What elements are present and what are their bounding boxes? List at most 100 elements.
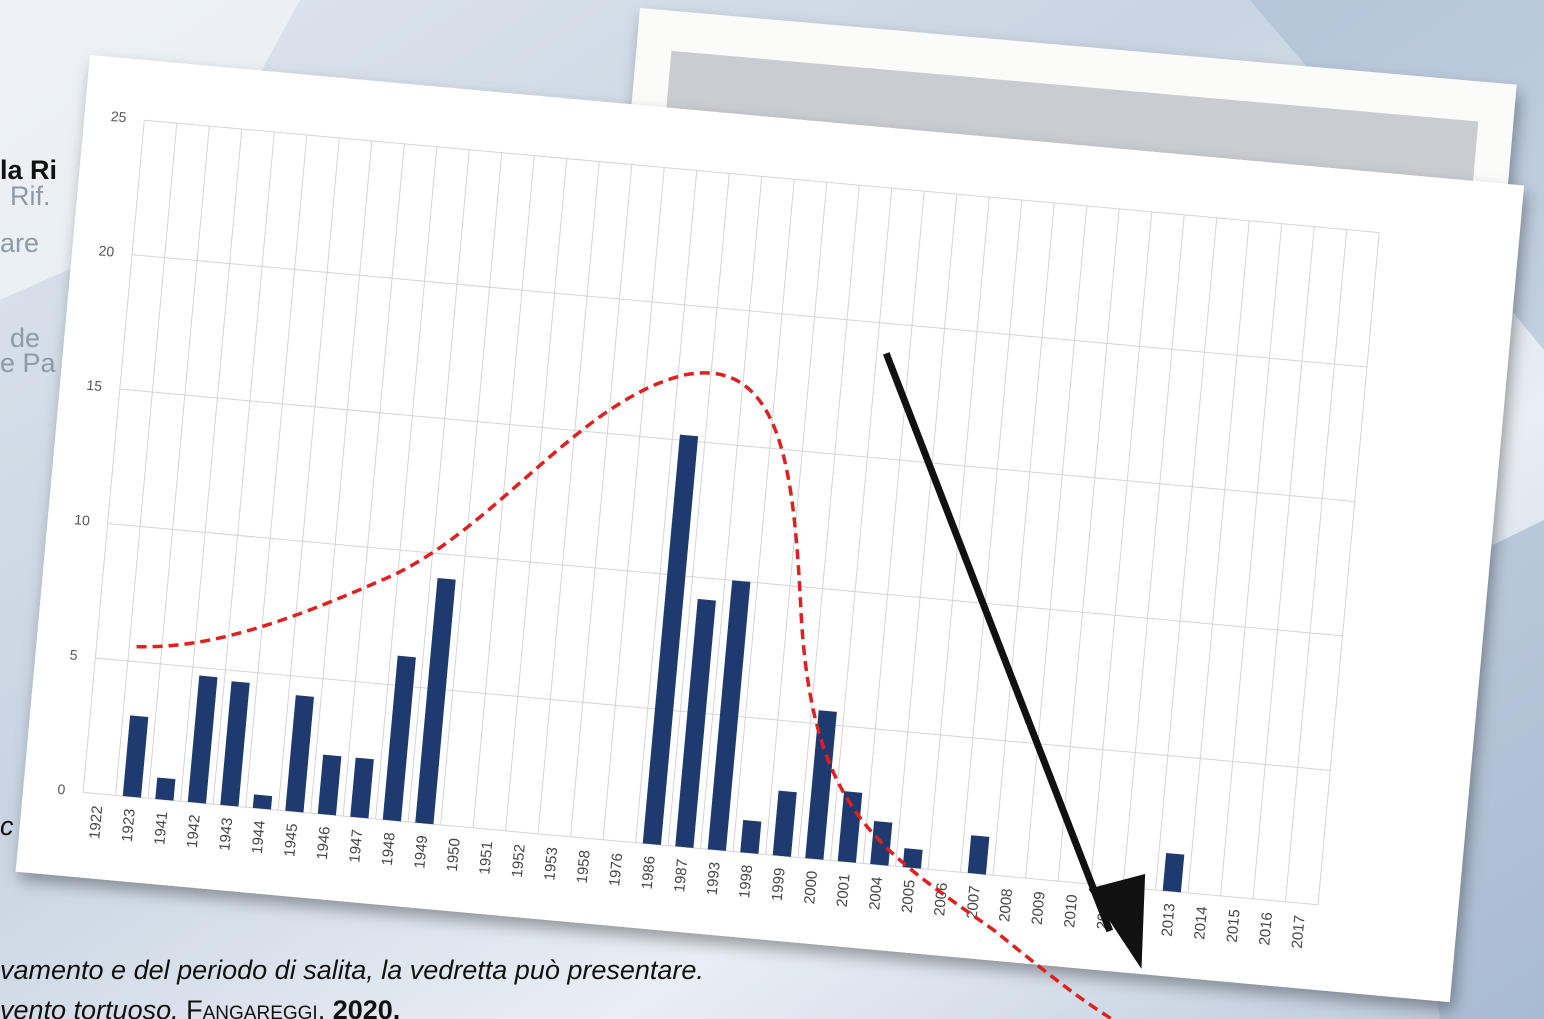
column-divider <box>245 134 308 808</box>
grid-line <box>144 119 1380 234</box>
column-divider <box>1187 220 1250 894</box>
x-tick-label: 2007 <box>964 885 984 920</box>
x-tick-label: 1958 <box>574 849 594 884</box>
column-divider <box>1317 232 1380 905</box>
footer-year: 2020. <box>333 995 401 1019</box>
bar <box>220 681 250 807</box>
x-tick-label: 1998 <box>736 864 756 899</box>
grid-line <box>132 254 1368 368</box>
text-fragment: de <box>10 323 40 353</box>
footer-text: vento tortuoso. Fangareggi, 2020. <box>0 995 400 1019</box>
column-divider <box>602 167 665 840</box>
column-divider <box>375 146 438 820</box>
grid-line <box>107 523 1343 637</box>
grid-line <box>119 388 1355 502</box>
bar <box>415 577 456 825</box>
text-fragment: e Pa <box>0 348 57 378</box>
y-tick-label: 15 <box>86 377 103 394</box>
column-divider <box>700 176 763 849</box>
x-tick-label: 1946 <box>314 826 334 861</box>
x-tick-label: 2005 <box>899 879 919 914</box>
column-divider <box>505 158 568 831</box>
column-divider <box>277 137 340 811</box>
x-tick-label: 1945 <box>281 823 301 858</box>
x-tick-label: 1947 <box>346 829 366 864</box>
x-tick-label: 1986 <box>639 855 659 890</box>
x-tick-label: 2016 <box>1256 911 1276 946</box>
column-divider <box>797 185 860 858</box>
x-tick-label: 2000 <box>801 870 821 905</box>
bar <box>902 848 923 869</box>
column-divider <box>732 179 795 852</box>
column-divider <box>667 173 730 846</box>
x-tick-label: 2009 <box>1029 891 1049 926</box>
column-divider <box>765 182 828 855</box>
x-tick-label: 2001 <box>834 873 854 908</box>
column-divider <box>635 170 698 843</box>
chart-card: 0 5 10 15 20 25 1922 1923 1941 1942 1943 1944 1945 19… <box>15 55 1525 1019</box>
x-tick-label: 1999 <box>769 867 789 902</box>
column-divider <box>895 194 958 867</box>
bar <box>642 434 699 845</box>
x-tick-label: 1976 <box>606 852 626 887</box>
bar <box>350 757 374 819</box>
bar <box>740 819 762 854</box>
column-divider <box>342 143 405 817</box>
footer-text: vamento e del periodo di salita, la vedr… <box>0 955 704 985</box>
x-tick-label: 1950 <box>444 838 464 873</box>
text-fragment: la Ri <box>0 155 57 185</box>
y-tick-label: 10 <box>74 511 91 528</box>
grid-line <box>95 657 1331 771</box>
trend-curve <box>136 371 1118 1019</box>
column-divider <box>1090 211 1153 885</box>
x-tick-label: 1943 <box>216 817 236 852</box>
column-divider <box>960 199 1023 873</box>
x-tick-label: 1987 <box>671 858 691 893</box>
x-tick-label: 2004 <box>866 876 886 911</box>
column-divider <box>1285 229 1348 902</box>
x-tick-label: 1951 <box>476 841 496 876</box>
x-tick-label: 1948 <box>379 832 399 867</box>
footer-author: Fangareggi, <box>186 995 325 1019</box>
x-tick-label: 1944 <box>249 820 269 855</box>
bar <box>707 580 751 851</box>
column-divider <box>212 131 275 805</box>
column-divider <box>440 152 503 825</box>
x-tick-label: 2008 <box>996 888 1016 923</box>
text-fragment: are <box>0 228 39 258</box>
bar <box>187 675 218 804</box>
arrow-head <box>1088 873 1146 970</box>
column-divider <box>472 155 535 828</box>
arrow-shaft <box>882 352 1114 933</box>
text-fragment: Rif. <box>10 181 51 211</box>
x-tick-label: 1953 <box>541 846 561 881</box>
bar <box>317 754 342 816</box>
bar <box>252 794 273 810</box>
column-divider <box>1025 205 1088 879</box>
y-tick-label: 20 <box>98 242 115 259</box>
x-tick-label: 1922 <box>86 805 106 840</box>
column-divider <box>1057 208 1120 882</box>
column-divider <box>115 123 178 796</box>
bar <box>122 715 149 798</box>
y-tick-label: 5 <box>69 646 78 663</box>
bar <box>837 791 863 863</box>
y-tick-label: 0 <box>57 781 66 798</box>
x-tick-label: 1949 <box>411 835 431 870</box>
bar <box>382 655 416 822</box>
x-tick-label: 1993 <box>704 861 724 896</box>
column-divider <box>1122 214 1185 888</box>
x-tick-label: 1952 <box>509 843 529 878</box>
column-divider <box>537 161 600 834</box>
column-divider <box>1220 223 1283 896</box>
text-fragment: c <box>0 811 14 841</box>
x-tick-label: 1923 <box>119 808 139 843</box>
column-divider <box>310 140 373 814</box>
bar <box>772 790 797 857</box>
x-tick-label: 1942 <box>184 814 204 849</box>
x-tick-label: 2015 <box>1224 909 1244 944</box>
y-tick-label: 25 <box>110 108 127 125</box>
bar <box>1162 853 1185 893</box>
footer-text: vento tortuoso. <box>0 995 179 1019</box>
